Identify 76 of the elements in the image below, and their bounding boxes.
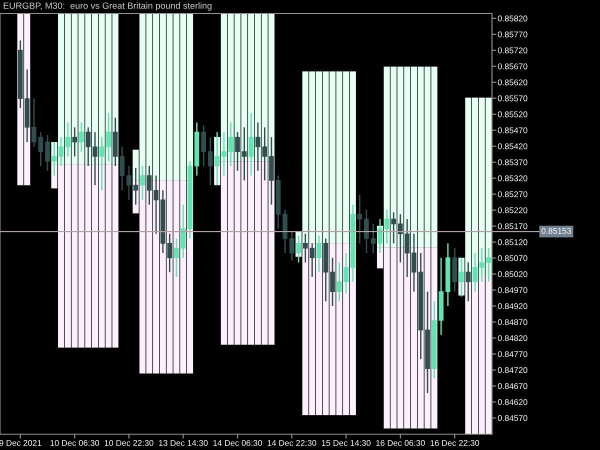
candlestick	[140, 165, 145, 201]
candlestick	[398, 214, 403, 264]
candlestick	[412, 233, 416, 292]
candlestick	[302, 233, 308, 264]
candlestick	[146, 165, 152, 206]
x-tick-label: 14 Dec 06:30	[213, 440, 262, 446]
candlestick	[486, 247, 491, 282]
candlestick	[344, 252, 348, 294]
candlestick	[452, 247, 458, 292]
candlestick	[336, 262, 342, 302]
y-tick-label: 0.85670	[498, 63, 528, 70]
candlestick	[45, 134, 50, 172]
y-tick-label: 0.84870	[498, 319, 528, 326]
y-tick-label: 0.84920	[498, 303, 528, 310]
candlestick	[201, 124, 206, 167]
candlestick	[289, 230, 294, 262]
y-tick-label: 0.84720	[498, 367, 528, 374]
candlestick	[126, 165, 132, 201]
x-tick-label: 16 Dec 06:30	[376, 440, 425, 446]
candlestick	[370, 223, 376, 254]
y-tick-label: 0.85620	[498, 79, 528, 86]
y-tick-label: 0.84670	[498, 383, 528, 390]
y-tick-label: 0.85220	[498, 207, 528, 214]
y-tick-label: 0.84570	[498, 415, 528, 422]
x-tick-label: 16 Dec 22:30	[430, 440, 480, 446]
x-tick-label: 10 Dec 22:30	[104, 440, 154, 446]
x-tick-label: 10 Dec 06:30	[50, 440, 100, 446]
y-tick-label: 0.85420	[498, 143, 528, 150]
y-tick-label: 0.85120	[498, 239, 528, 246]
candlestick	[404, 218, 410, 278]
candlestick	[167, 233, 172, 273]
candlestick	[316, 235, 322, 273]
y-tick-label: 0.85820	[498, 15, 528, 22]
y-tick-label: 0.84770	[498, 351, 528, 358]
y-tick-label: 0.84820	[498, 335, 528, 342]
candlestick	[58, 136, 64, 167]
y-tick-label: 0.85570	[498, 95, 528, 102]
y-tick-label: 0.84970	[498, 287, 528, 294]
candlestick	[330, 257, 335, 307]
candlestick	[106, 112, 111, 162]
candlestick	[479, 247, 484, 282]
candlestick	[38, 131, 44, 167]
candlestick	[65, 122, 70, 158]
x-tick-label: 14 Dec 22:30	[268, 440, 316, 446]
y-tick-label: 0.85770	[498, 31, 528, 38]
y-tick-label: 0.85020	[498, 271, 528, 278]
x-tick-label: 15 Dec 14:30	[322, 440, 371, 446]
chart-title: EURGBP, M30: euro vs Great Britain pound sterling	[4, 2, 212, 11]
y-tick-label: 0.85720	[498, 47, 528, 54]
candlestick	[472, 252, 478, 292]
y-tick-label: 0.85320	[498, 175, 528, 182]
candlestick	[235, 131, 240, 172]
candlestick	[208, 136, 213, 186]
x-tick-label: 13 Dec 14:30	[159, 440, 208, 446]
candlestick	[79, 122, 84, 152]
candlestick	[391, 212, 396, 244]
candlestick	[32, 98, 36, 148]
candlestick	[357, 194, 362, 244]
y-tick-label: 0.85070	[498, 255, 528, 262]
y-tick-label: 0.85370	[498, 159, 528, 166]
candlestick	[364, 208, 369, 254]
y-tick-label: 0.85170	[498, 223, 528, 230]
y-tick-label: 0.85520	[498, 111, 528, 118]
y-tick-label: 0.85470	[498, 127, 528, 134]
candlestick	[228, 122, 234, 167]
ref-line-label: 0.85153	[542, 228, 571, 234]
candlestick	[174, 238, 179, 278]
candlestick	[222, 131, 226, 176]
candlestick	[120, 146, 125, 191]
candlestick	[86, 126, 91, 167]
candlestick	[466, 262, 471, 302]
candlestick	[384, 208, 390, 244]
y-tick-label: 0.84620	[498, 399, 528, 406]
candlestick	[310, 242, 315, 278]
y-tick-label: 0.85270	[498, 191, 528, 198]
candlestick	[72, 126, 78, 158]
